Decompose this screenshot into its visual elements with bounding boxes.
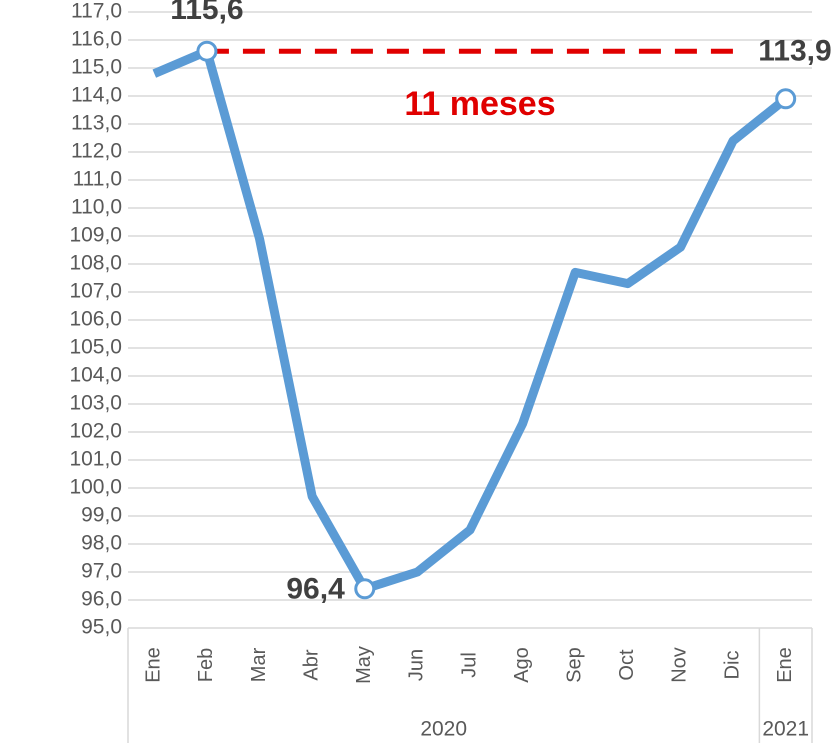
- data-label: 113,9: [758, 35, 831, 68]
- x-tick-label: Ene: [143, 647, 165, 683]
- line-series: [152, 46, 789, 594]
- data-label: 115,6: [170, 0, 243, 26]
- x-group-label: 2021: [762, 718, 809, 741]
- y-tick-label: 102,0: [69, 420, 122, 443]
- y-tick-label: 114,0: [71, 84, 122, 107]
- x-tick-label: May: [353, 646, 375, 684]
- y-tick-label: 107,0: [69, 280, 122, 303]
- x-tick-label: Nov: [669, 647, 691, 683]
- y-tick-label: 108,0: [69, 252, 122, 275]
- data-label: 96,4: [286, 573, 345, 606]
- x-tick-label: Sep: [564, 647, 586, 683]
- annotation: 11 meses: [404, 85, 555, 123]
- point-marker: [354, 578, 376, 600]
- x-tick-label: Mar: [248, 647, 270, 682]
- x-tick-label: Ene: [774, 647, 796, 683]
- x-tick-label: Jun: [406, 649, 428, 681]
- x-tick-label: Abr: [300, 649, 322, 680]
- y-tick-label: 109,0: [69, 224, 122, 247]
- y-tick-label: 97,0: [81, 560, 122, 583]
- y-tick-label: 110,0: [71, 196, 122, 219]
- x-tick-label: Oct: [616, 649, 638, 681]
- y-tick-label: 116,0: [71, 28, 122, 51]
- y-tick-label: 101,0: [69, 448, 122, 471]
- point-marker: [775, 88, 797, 110]
- x-tick-label: Dic: [721, 651, 743, 680]
- y-tick-label: 105,0: [69, 336, 122, 359]
- y-tick-label: 113,0: [71, 112, 122, 135]
- x-tick-label: Feb: [195, 648, 217, 682]
- y-tick-label: 100,0: [69, 476, 122, 499]
- y-tick-label: 104,0: [69, 364, 122, 387]
- y-tick-label: 112,0: [71, 140, 122, 163]
- y-tick-label: 106,0: [69, 308, 122, 331]
- y-tick-label: 115,0: [71, 56, 122, 79]
- y-tick-label: 111,0: [73, 168, 122, 191]
- y-tick-label: 99,0: [81, 504, 122, 527]
- x-tick-label: Jul: [458, 652, 480, 678]
- x-group-label: 2020: [420, 718, 467, 741]
- point-marker: [196, 40, 218, 62]
- y-tick-label: 98,0: [81, 532, 122, 555]
- x-tick-label: Ago: [511, 647, 533, 683]
- y-tick-label: 103,0: [69, 392, 122, 415]
- y-tick-label: 95,0: [81, 616, 122, 639]
- y-tick-label: 117,0: [71, 0, 122, 23]
- y-tick-label: 96,0: [81, 588, 122, 611]
